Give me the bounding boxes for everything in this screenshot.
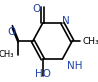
Text: HO: HO: [35, 69, 51, 79]
Text: O: O: [32, 4, 40, 14]
Text: NH: NH: [67, 61, 82, 71]
Text: O: O: [7, 27, 15, 37]
Text: CH₃: CH₃: [0, 50, 14, 59]
Text: N: N: [62, 16, 70, 26]
Text: CH₃: CH₃: [83, 36, 98, 46]
